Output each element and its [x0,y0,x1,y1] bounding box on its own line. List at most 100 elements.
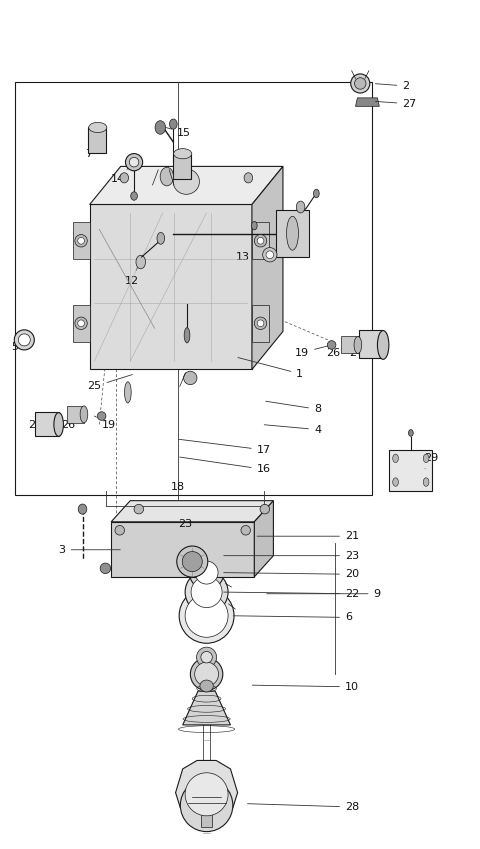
Text: 14: 14 [110,164,132,184]
Polygon shape [356,98,379,106]
Text: 9: 9 [266,588,381,599]
Ellipse shape [184,328,190,343]
Ellipse shape [408,430,413,436]
Polygon shape [176,761,238,808]
Ellipse shape [75,317,87,329]
Ellipse shape [200,680,213,692]
Ellipse shape [244,172,252,183]
Ellipse shape [354,336,362,353]
Text: 19: 19 [95,416,116,430]
Text: 23: 23 [224,551,359,560]
Ellipse shape [169,119,177,129]
Bar [173,154,192,179]
Bar [67,406,84,423]
Ellipse shape [136,256,145,269]
Ellipse shape [197,647,216,667]
Ellipse shape [195,662,218,686]
Text: 15: 15 [166,127,191,138]
Text: 22: 22 [224,588,359,599]
Text: 24: 24 [349,341,365,357]
Ellipse shape [191,576,222,608]
Text: 4: 4 [264,424,321,435]
Ellipse shape [257,238,264,245]
Polygon shape [90,166,283,205]
Ellipse shape [173,169,199,194]
Text: 26: 26 [61,413,77,430]
Polygon shape [252,222,269,260]
Ellipse shape [180,779,233,832]
Bar [341,336,358,353]
Ellipse shape [89,122,107,132]
Polygon shape [73,222,90,260]
Text: 27: 27 [375,98,417,109]
Ellipse shape [185,571,228,614]
Ellipse shape [327,340,336,349]
Ellipse shape [355,78,366,89]
Ellipse shape [377,330,389,359]
Polygon shape [111,501,274,522]
Text: 16: 16 [180,457,271,475]
Ellipse shape [266,251,274,259]
Text: 12: 12 [125,265,139,285]
Ellipse shape [97,412,106,420]
Ellipse shape [54,413,63,436]
Text: 29: 29 [424,453,438,469]
Ellipse shape [241,526,251,535]
Text: 25: 25 [87,374,132,391]
Ellipse shape [100,563,111,574]
Ellipse shape [129,157,139,167]
Polygon shape [252,166,283,369]
Ellipse shape [78,320,84,327]
Ellipse shape [393,478,398,486]
Ellipse shape [157,233,165,245]
Text: 19: 19 [295,346,329,357]
Text: 17: 17 [179,439,271,455]
Bar [88,127,107,153]
Polygon shape [252,305,269,342]
Ellipse shape [257,320,264,327]
Text: 3: 3 [59,545,120,554]
Ellipse shape [252,222,257,230]
Ellipse shape [393,454,398,463]
Bar [360,329,383,358]
Text: 7: 7 [183,166,192,184]
Ellipse shape [351,74,370,93]
Ellipse shape [182,552,202,571]
Polygon shape [73,305,90,342]
Ellipse shape [195,561,218,584]
Ellipse shape [423,454,429,463]
Ellipse shape [160,167,174,186]
Bar [201,813,212,827]
Text: 18: 18 [171,482,185,492]
Ellipse shape [263,248,277,262]
Ellipse shape [254,234,267,247]
Text: 26: 26 [326,346,347,357]
Text: 11: 11 [289,209,306,225]
Ellipse shape [115,526,124,535]
Ellipse shape [14,329,34,350]
Text: 2: 2 [375,81,409,91]
Bar [15,82,372,495]
Ellipse shape [183,371,197,385]
Text: 10: 10 [252,682,359,692]
Ellipse shape [296,201,305,213]
Polygon shape [254,501,274,576]
Polygon shape [90,205,252,369]
Text: 6: 6 [233,612,352,622]
Bar [35,412,59,436]
Ellipse shape [260,504,270,514]
Ellipse shape [254,317,267,329]
Text: 20: 20 [224,570,359,579]
Ellipse shape [78,504,87,514]
Text: 7: 7 [85,143,96,159]
Ellipse shape [131,192,137,200]
Ellipse shape [75,234,87,247]
Ellipse shape [423,478,429,486]
Text: 1: 1 [238,357,303,379]
Ellipse shape [179,588,234,644]
Ellipse shape [185,594,228,638]
Ellipse shape [185,773,228,816]
Ellipse shape [287,216,299,250]
Text: 28: 28 [248,802,359,812]
Ellipse shape [313,189,319,198]
